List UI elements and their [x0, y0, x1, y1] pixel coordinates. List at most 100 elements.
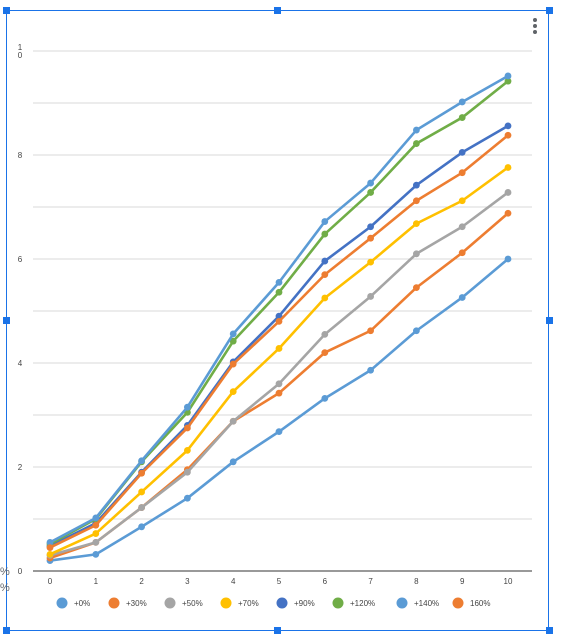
data-point	[46, 539, 54, 546]
legend-marker	[220, 597, 232, 609]
y-tick-label: 0	[18, 567, 23, 576]
legend-item: +30%	[108, 597, 147, 609]
x-axis-ticks: 0 1 2 3 4 5 6 7 8 9 10	[48, 577, 513, 586]
data-point	[504, 131, 512, 139]
resize-handle-top-right[interactable]	[546, 7, 553, 14]
data-point	[321, 271, 329, 278]
data-point	[229, 337, 237, 345]
data-point	[275, 389, 283, 397]
legend-marker	[108, 597, 120, 609]
data-point	[413, 197, 420, 205]
data-point	[504, 209, 512, 217]
data-point	[504, 189, 512, 196]
x-tick-label: 3	[185, 577, 190, 586]
data-point	[321, 331, 329, 338]
series-0	[46, 255, 512, 564]
data-point	[458, 149, 466, 156]
legend-label: +30%	[126, 599, 147, 608]
data-point	[321, 257, 329, 265]
data-point	[413, 250, 420, 258]
resize-handle-top-left[interactable]	[3, 7, 10, 14]
data-point	[504, 255, 512, 263]
data-point	[229, 458, 237, 466]
x-tick-label: 6	[323, 577, 328, 586]
data-point	[413, 181, 420, 189]
resize-handle-top-center[interactable]	[274, 7, 281, 14]
legend-label: 160%	[470, 599, 490, 608]
legend-item: +140%	[396, 597, 439, 609]
resize-handle-bottom-left[interactable]	[3, 627, 10, 634]
legend-item: +90%	[276, 597, 315, 609]
data-point	[184, 446, 191, 454]
data-point	[458, 249, 466, 257]
x-tick-label: 1	[94, 577, 99, 586]
series-140	[46, 72, 512, 546]
y-tick-label: 2	[18, 463, 23, 472]
series-line	[49, 74, 509, 544]
data-point	[229, 417, 237, 425]
legend-label: +120%	[350, 599, 375, 608]
data-point	[367, 189, 374, 196]
y-tick-label: 4	[18, 359, 23, 368]
legend-label: +90%	[294, 599, 315, 608]
x-tick-label: 5	[277, 577, 282, 586]
data-point	[367, 223, 374, 231]
resize-handle-bottom-center[interactable]	[274, 627, 281, 634]
resize-handle-bottom-right[interactable]	[546, 627, 553, 634]
data-point	[138, 523, 146, 531]
data-point	[367, 258, 374, 266]
data-point	[275, 288, 283, 296]
legend: +0% +30% +50% +70% +90% +120% +140% 160%	[56, 597, 490, 609]
data-point	[138, 469, 146, 477]
data-point	[275, 428, 283, 436]
data-point	[458, 98, 466, 106]
legend-marker	[164, 597, 176, 609]
y-tick-label: 0	[18, 51, 23, 60]
x-tick-label: 2	[139, 577, 144, 586]
series-50	[46, 189, 512, 559]
series-line	[49, 258, 509, 562]
legend-label: +70%	[238, 599, 259, 608]
series-160	[46, 131, 512, 551]
side-glyph: %	[0, 582, 10, 594]
legend-item: 160%	[452, 597, 490, 609]
data-point	[229, 360, 237, 368]
y-tick-label: 6	[18, 255, 23, 264]
x-tick-label: 8	[414, 577, 419, 586]
legend-label: +50%	[182, 599, 203, 608]
resize-handle-middle-right[interactable]	[546, 317, 553, 324]
data-point	[413, 126, 420, 134]
series-group	[46, 72, 512, 564]
data-point	[184, 424, 191, 432]
y-tick-label: 8	[18, 151, 23, 160]
data-point	[458, 197, 466, 205]
data-point	[413, 284, 420, 291]
data-point	[504, 122, 512, 130]
x-tick-label: 0	[48, 577, 53, 586]
series-line	[49, 124, 509, 548]
x-tick-label: 4	[231, 577, 236, 586]
data-point	[138, 457, 146, 465]
data-point	[321, 349, 329, 356]
kebab-menu-icon[interactable]	[530, 18, 540, 36]
side-glyphs: % %	[0, 564, 10, 596]
data-point	[458, 114, 466, 121]
data-point	[184, 494, 191, 502]
x-tick-label: 10	[504, 577, 513, 586]
legend-label: +0%	[74, 599, 90, 608]
resize-handle-middle-left[interactable]	[3, 317, 10, 324]
data-point	[92, 530, 100, 537]
data-point	[275, 318, 283, 325]
data-point	[458, 223, 466, 231]
side-glyph: %	[0, 566, 10, 578]
legend-item: +70%	[220, 597, 259, 609]
data-point	[321, 230, 329, 238]
data-point	[229, 388, 237, 395]
data-point	[92, 521, 100, 529]
data-point	[367, 179, 374, 187]
legend-item: +0%	[56, 597, 90, 609]
legend-marker	[396, 597, 408, 609]
legend-item: +120%	[332, 597, 375, 609]
